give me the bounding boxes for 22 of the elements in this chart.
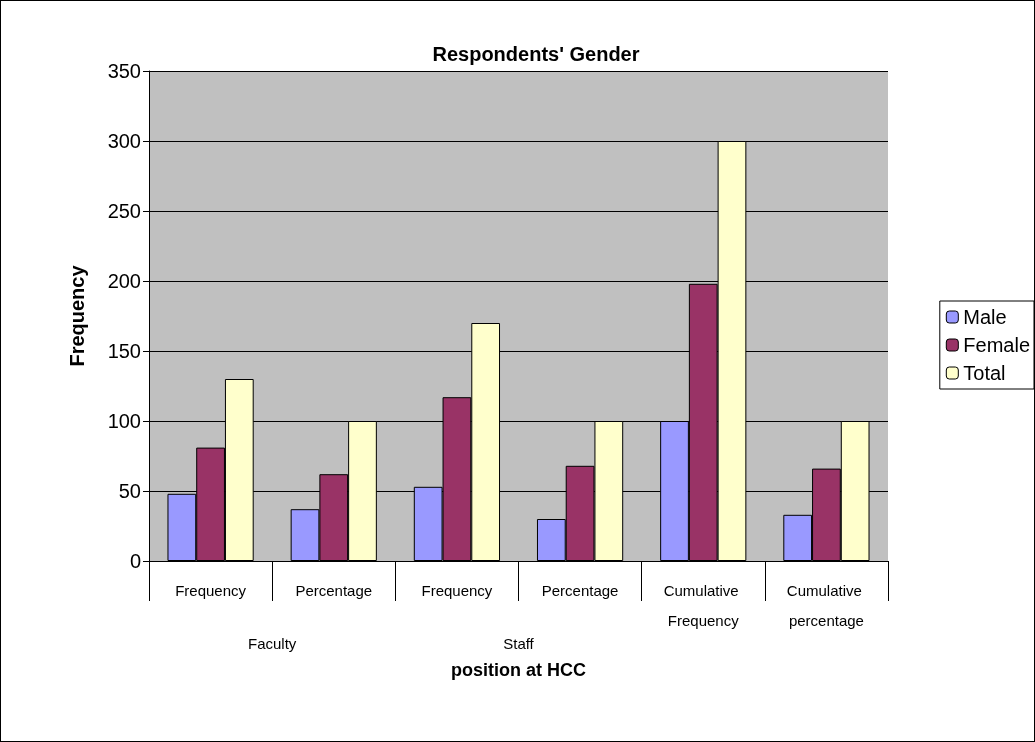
y-tick-label: 300 — [107, 130, 141, 152]
y-tick-label: 150 — [107, 340, 141, 362]
x-tick-label: Frequency — [175, 581, 247, 599]
y-tick-label: 250 — [107, 200, 141, 222]
text: Faculty — [247, 634, 297, 652]
legend-label: Total — [963, 362, 1006, 384]
y-axis-title: Frequency — [66, 264, 88, 367]
chart-title: Respondents' Gender — [432, 43, 640, 65]
y-tick-label: 350 — [107, 60, 141, 82]
y-tick-label: 100 — [107, 410, 141, 432]
text: Staff — [503, 634, 535, 652]
y-tick-label: 0 — [129, 550, 141, 572]
x-axis-title: position at HCC — [451, 660, 586, 680]
x-tick-label: Cumulative Frequency — [663, 581, 743, 629]
x-tick-label: Percentage — [295, 581, 373, 599]
x-tick-label: Frequency — [421, 581, 493, 599]
y-tick-label: 50 — [118, 480, 141, 502]
x-tick-label: Cumulative percentage — [786, 581, 867, 629]
y-tick-label: 200 — [107, 270, 141, 292]
legend-label: Male — [963, 306, 1007, 328]
x-tick-label: Percentage — [541, 581, 619, 599]
legend-label: Female — [963, 334, 1031, 356]
